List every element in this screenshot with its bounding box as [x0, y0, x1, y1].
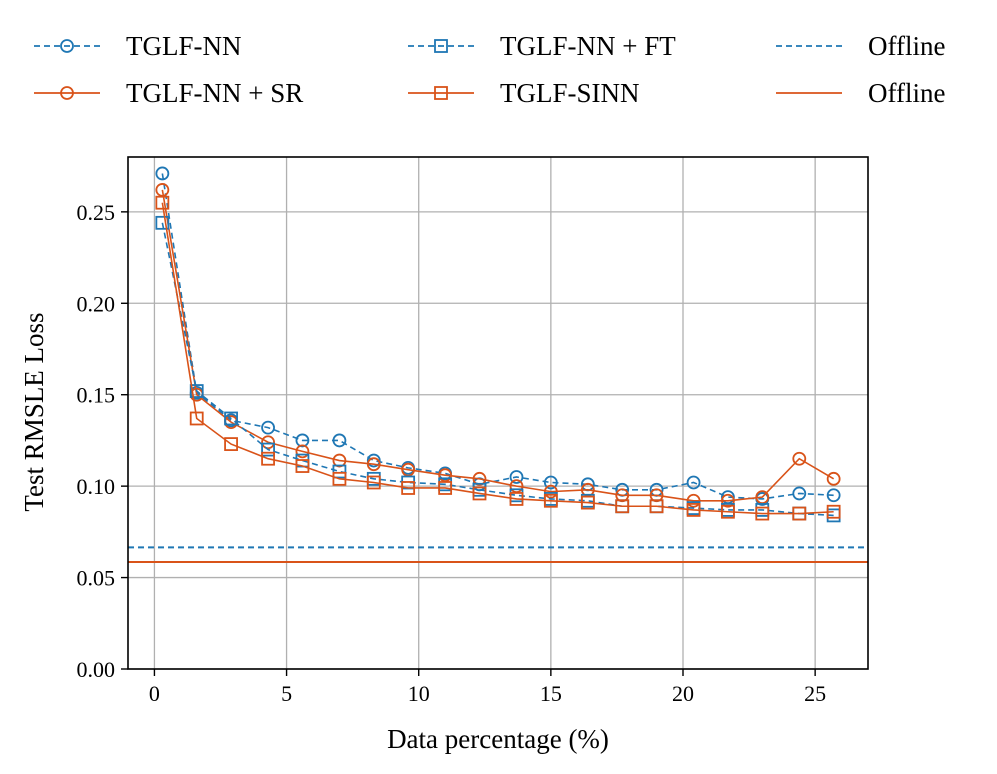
legend-label: TGLF-NN + FT [500, 31, 676, 61]
x-tick-label: 10 [408, 681, 430, 706]
data-point [261, 435, 275, 450]
data-point [721, 504, 735, 519]
data-point [332, 433, 347, 448]
data-point [224, 411, 238, 426]
data-point [686, 503, 701, 517]
legend-label: TGLF-NN + SR [126, 78, 303, 108]
x-axis-label: Data percentage (%) [387, 724, 609, 754]
data-point [826, 504, 841, 519]
series-tglf-nn-sr [155, 183, 841, 508]
legend-label: TGLF-SINN [500, 78, 640, 108]
y-tick-label: 0.20 [77, 291, 116, 316]
y-tick-label: 0.15 [77, 383, 116, 408]
grid [128, 157, 868, 670]
data-point [755, 506, 770, 521]
data-point [401, 481, 416, 495]
legend-entry: Offline [776, 31, 945, 61]
data-point [792, 486, 807, 501]
x-tick-label: 25 [804, 681, 826, 706]
legend-marker [60, 86, 74, 100]
data-point [543, 493, 558, 508]
legend: TGLF-NN TGLF-NN + SR TGLF-NN + FT TGLF-SINN… [34, 31, 945, 108]
series-group [155, 166, 841, 523]
data-point [261, 420, 275, 435]
data-point [721, 493, 735, 508]
data-point [155, 166, 170, 181]
data-point [261, 442, 275, 457]
y-tick-label: 0.25 [77, 200, 116, 225]
data-point [332, 453, 347, 468]
data-point [792, 506, 807, 521]
data-point [189, 384, 204, 398]
data-point [261, 451, 275, 466]
y-tick-label: 0.10 [77, 474, 116, 499]
data-point [366, 475, 381, 490]
legend-label: TGLF-NN [126, 31, 242, 61]
data-point [155, 195, 170, 210]
data-point [438, 481, 453, 495]
legend-entry: TGLF-NN [34, 31, 242, 61]
series-tglf-nn-ft [155, 215, 841, 523]
series-tglf-sinn [155, 195, 841, 521]
data-point [366, 457, 381, 472]
data-point [295, 444, 310, 459]
legend-entry: Offline [776, 78, 945, 108]
data-point [792, 451, 807, 466]
axis-ticks: 0 5 10 15 20 25 0.00 0.05 0.10 0.15 0.20 0.25 [77, 200, 827, 706]
legend-label: Offline [868, 31, 945, 61]
data-point [224, 437, 238, 451]
legend-marker [434, 39, 448, 53]
x-tick-label: 15 [540, 681, 562, 706]
data-point [543, 484, 558, 499]
data-point [543, 475, 558, 490]
y-tick-label: 0.05 [77, 566, 116, 591]
data-point [615, 499, 630, 514]
data-point [615, 488, 630, 503]
series-line [161, 173, 834, 500]
y-tick-label: 0.00 [77, 657, 116, 682]
series-line [161, 189, 835, 502]
legend-marker [60, 39, 74, 53]
data-point [332, 464, 347, 479]
x-tick-label: 0 [149, 681, 160, 706]
data-point [826, 471, 841, 486]
data-point [472, 486, 487, 501]
data-point [155, 215, 170, 230]
legend-entry: TGLF-NN + FT [408, 31, 676, 61]
data-point [509, 470, 524, 484]
x-tick-label: 20 [672, 681, 694, 706]
legend-entry: TGLF-SINN [408, 78, 640, 108]
series-line [161, 222, 834, 517]
data-point [189, 411, 204, 426]
data-point [686, 493, 701, 508]
data-point [580, 495, 595, 510]
data-point [332, 471, 347, 486]
data-point [295, 459, 310, 473]
data-point [472, 471, 487, 486]
y-axis-label: Test RMSLE Loss [19, 312, 49, 511]
data-point [826, 488, 841, 503]
series-line [161, 202, 834, 515]
x-tick-label: 5 [281, 681, 292, 706]
data-point [649, 499, 664, 514]
data-point [509, 492, 524, 506]
data-point [366, 453, 381, 468]
data-point [295, 433, 310, 448]
legend-entry: TGLF-NN + SR [34, 78, 303, 108]
data-point [686, 475, 701, 490]
legend-label: Offline [868, 78, 945, 108]
reference-lines [128, 546, 868, 564]
plot-frame [127, 156, 869, 670]
data-point [649, 488, 664, 503]
legend-marker [434, 86, 448, 100]
